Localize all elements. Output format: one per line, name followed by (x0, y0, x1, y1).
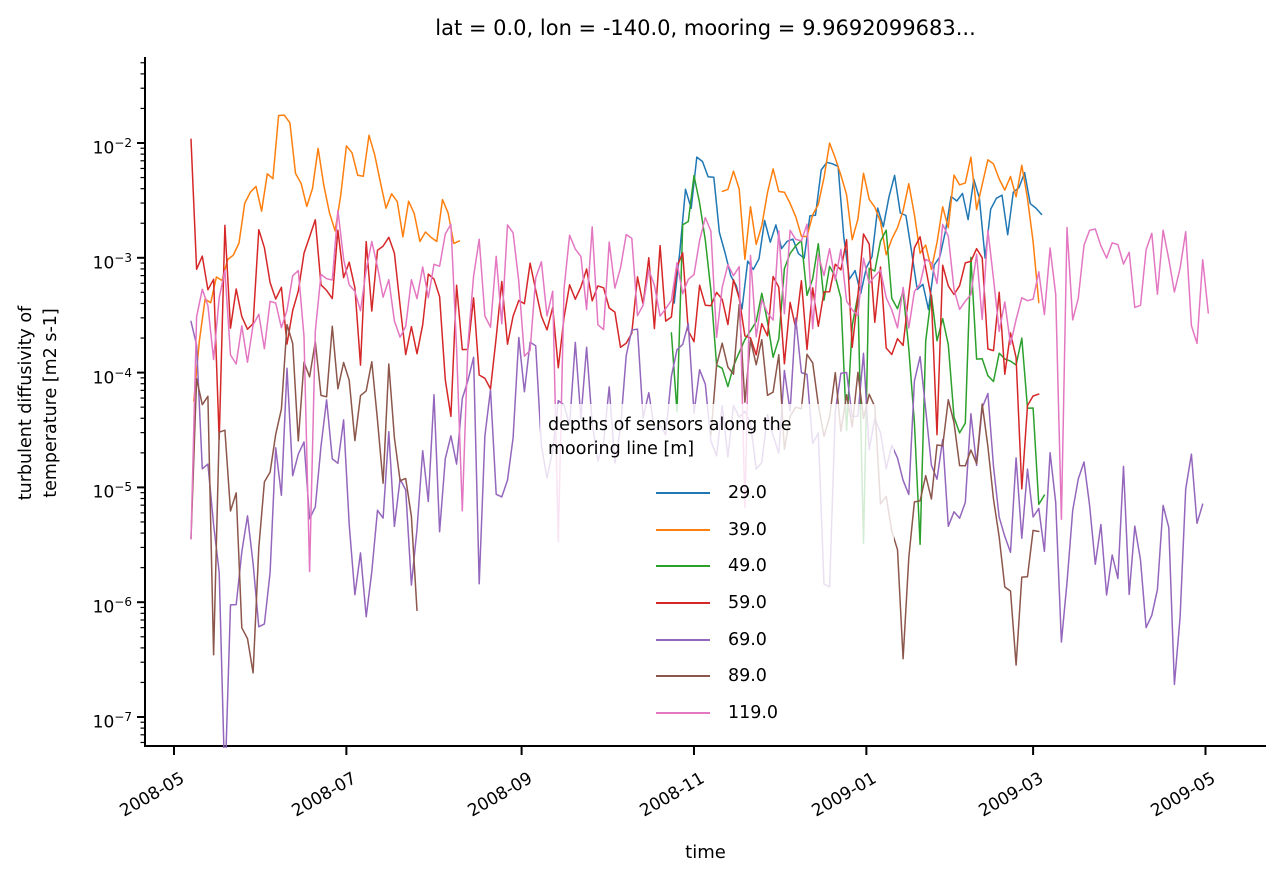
legend-entry-label: 29.0 (727, 483, 767, 504)
legend-swatch-line (655, 638, 710, 641)
axis-spines (144, 57, 1266, 747)
legend-entry: 69.0 (655, 621, 778, 658)
plot-title: lat = 0.0, lon = -140.0, mooring = 9.969… (435, 16, 976, 40)
legend-swatch-line (655, 528, 710, 531)
legend-entry-label: 39.0 (727, 519, 767, 540)
y-tick-label: 10−7 (92, 710, 132, 733)
y-tick-label: 10−5 (92, 480, 132, 504)
series-line-29.0 (673, 156, 1043, 311)
legend-entry-label: 119.0 (727, 702, 779, 723)
legend-swatch-line (655, 675, 710, 678)
x-axis-label: time (685, 842, 726, 863)
series-line-39.0 (721, 142, 1040, 304)
series-line-59.0 (190, 138, 1040, 490)
legend-swatch-line (655, 711, 710, 714)
legend-swatch-line (655, 565, 710, 568)
y-tick-label: 10−4 (92, 365, 132, 389)
legend-title-line2: mooring line [m] (548, 439, 695, 459)
legend-entries: 29.0 39.0 49.0 59.0 69.0 89.0 119.0 (655, 475, 779, 732)
legend-entry-label: 49.0 (727, 556, 767, 577)
legend-entry-label: 69.0 (727, 629, 767, 650)
legend-entry: 89.0 (655, 658, 778, 695)
legend-entry: 49.0 (655, 548, 778, 585)
legend-title: depths of sensors along the mooring line… (548, 413, 886, 461)
y-tick-label: 10−3 (92, 250, 132, 274)
y-tick-label: 10−2 (92, 136, 132, 159)
y-tick-label: 10−6 (92, 595, 132, 618)
legend-entry: 39.0 (655, 512, 778, 549)
series-line-119.0 (190, 209, 1210, 573)
legend-swatch-line (655, 602, 710, 605)
series-line-39.0 (193, 114, 461, 402)
series-line-89.0 (190, 323, 418, 674)
legend-entry: 59.0 (655, 585, 778, 622)
series-lines (190, 114, 1210, 748)
series-line-69.0 (190, 317, 1204, 748)
legend-entry-label: 59.0 (727, 593, 767, 614)
legend-swatch-line (655, 492, 710, 495)
legend-entry: 29.0 (655, 475, 778, 512)
legend-title-line1: depths of sensors along the (548, 415, 792, 435)
legend: depths of sensors along the mooring line… (540, 404, 894, 742)
legend-entry: 119.0 (655, 695, 779, 732)
legend-entry-label: 89.0 (727, 666, 767, 687)
